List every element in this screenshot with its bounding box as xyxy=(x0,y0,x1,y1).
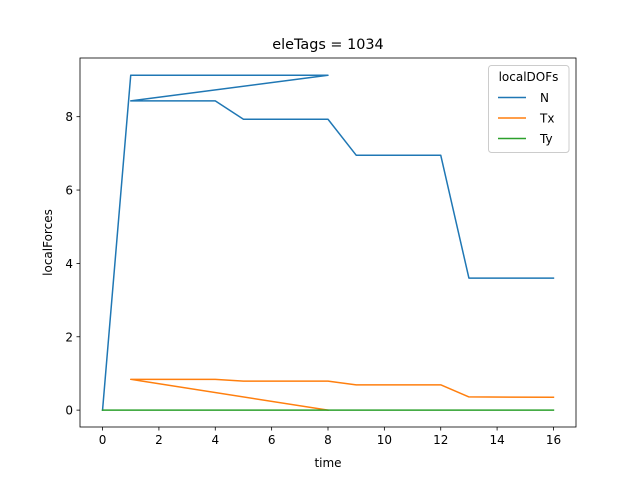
legend-box xyxy=(488,65,570,153)
plot-area xyxy=(101,74,555,411)
x-tick-label: 2 xyxy=(155,433,163,447)
y-tick-label: 0 xyxy=(65,404,73,418)
legend-entries: N Tx Ty xyxy=(498,91,554,146)
x-tick-label: 8 xyxy=(324,433,332,447)
y-tick-label: 8 xyxy=(65,110,73,124)
legend-label-tx: Tx xyxy=(539,112,554,126)
legend-title: localDOFs xyxy=(499,70,559,84)
x-tick-label: 0 xyxy=(99,433,107,447)
series-line-n xyxy=(101,74,555,411)
x-tick-label: 14 xyxy=(489,433,504,447)
y-tick-label: 2 xyxy=(65,330,73,344)
x-tick-label: 10 xyxy=(377,433,392,447)
chart-title: eleTags = 1034 xyxy=(272,37,383,53)
series-line-tx xyxy=(129,378,555,411)
x-axis-label: time xyxy=(314,456,341,470)
legend: localDOFs N Tx Ty xyxy=(488,65,570,153)
plot-frame xyxy=(79,57,577,428)
y-tick-label: 4 xyxy=(65,257,73,271)
y-axis-label: localForces xyxy=(41,209,55,276)
x-tick-label: 16 xyxy=(546,433,561,447)
y-tick-label: 6 xyxy=(65,184,73,198)
axes: 0 2 4 6 8 10 12 14 16 0 2 4 6 8 xyxy=(65,110,561,447)
x-tick-label: 12 xyxy=(433,433,448,447)
legend-label-n: N xyxy=(540,91,549,105)
x-tick-label: 6 xyxy=(268,433,276,447)
x-tick-label: 4 xyxy=(211,433,219,447)
legend-label-ty: Ty xyxy=(539,132,553,146)
